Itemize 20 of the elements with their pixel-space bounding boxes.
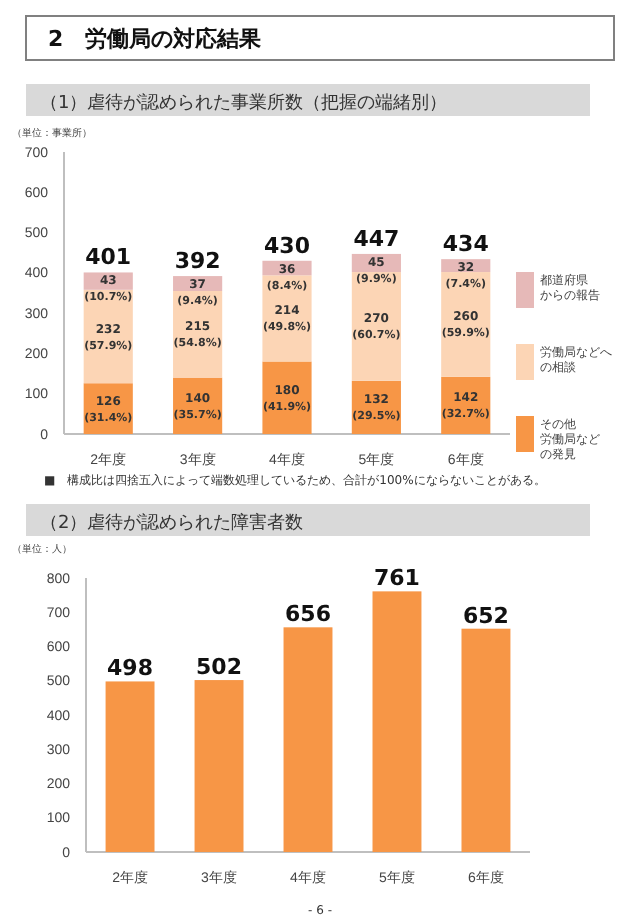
total-label: 430 (264, 232, 311, 259)
data-label: 656 (285, 601, 332, 628)
total-label: 447 (353, 225, 400, 252)
data-label: 502 (196, 654, 242, 681)
bar (372, 591, 422, 852)
chart-title: （2）虐待が認められた障害者数 (40, 512, 304, 534)
total-label: 392 (174, 248, 221, 275)
bar (194, 680, 244, 852)
bar (461, 628, 511, 852)
chart-subtitle: （1）虐待が認められた事業所数（把握の端緒別） (40, 92, 448, 114)
bar (283, 627, 333, 852)
bar (83, 272, 133, 290)
bar (105, 681, 155, 852)
data-label: 498 (107, 655, 154, 682)
total-label: 401 (85, 244, 132, 271)
chart-title: 2 労働局の対応結果 (48, 26, 264, 52)
data-label: 761 (374, 565, 420, 592)
total-label: 434 (442, 231, 490, 258)
bar (262, 361, 312, 434)
data-label: 652 (462, 602, 509, 629)
